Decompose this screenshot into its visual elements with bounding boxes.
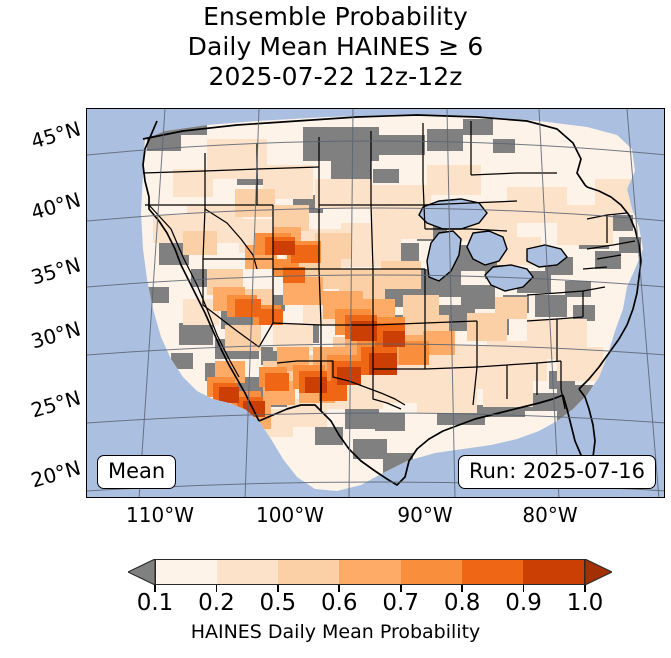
colorbar-tick-label-7: 1.0 xyxy=(566,590,604,616)
colorbar-tick-label-3: 0.6 xyxy=(320,590,358,616)
lat-label-45n: 45°N xyxy=(28,116,84,154)
colorbar-ticks xyxy=(154,585,586,592)
colorbar-tick-4 xyxy=(399,585,402,592)
colorbar-tick-label-2: 0.5 xyxy=(259,590,297,616)
colorbar-band-5 xyxy=(461,560,523,584)
chart-title: Ensemble Probability Daily Mean HAINES ≥… xyxy=(0,2,671,92)
colorbar-tick-3 xyxy=(338,585,341,592)
lat-label-30n: 30°N xyxy=(28,316,84,354)
colorbar-tick-label-1: 0.2 xyxy=(198,590,235,616)
colorbar-tick-2 xyxy=(277,585,279,592)
colorbar-tick-5 xyxy=(461,585,463,592)
colorbar-tick-label-5: 0.8 xyxy=(443,590,481,616)
colorbar-band-0 xyxy=(156,560,218,584)
colorbar-band-2 xyxy=(278,560,340,584)
colorbar-bands xyxy=(155,559,585,585)
colorbar-band-4 xyxy=(400,560,462,584)
map-canvas xyxy=(87,109,664,497)
lon-label-100w: 100°W xyxy=(256,503,324,527)
colorbar-tick-0 xyxy=(154,585,156,592)
map-svg xyxy=(87,109,664,497)
colorbar-tick-label-6: 0.9 xyxy=(505,590,542,616)
lat-label-25n: 25°N xyxy=(28,385,84,423)
colorbar-tick-7 xyxy=(584,585,586,592)
lat-label-35n: 35°N xyxy=(28,252,84,290)
colorbar-tick-6 xyxy=(522,585,525,592)
lat-label-40n: 40°N xyxy=(28,187,84,225)
colorbar-tick-labels: 0.1 0.2 0.5 0.6 0.7 0.8 0.9 1.0 xyxy=(0,590,671,620)
run-annotation-box: Run: 2025-07-16 xyxy=(457,455,656,489)
colorbar-tick-label-4: 0.7 xyxy=(382,590,419,616)
title-line-3: 2025-07-22 12z-12z xyxy=(208,62,463,91)
coastline xyxy=(142,114,642,486)
lon-label-90w: 90°W xyxy=(397,503,453,527)
colorbar-tick-1 xyxy=(215,585,218,592)
colorbar-axis-label: HAINES Daily Mean Probability xyxy=(190,621,481,643)
colorbar[interactable] xyxy=(128,559,612,592)
mean-annotation-box: Mean xyxy=(97,455,177,489)
lat-label-20n: 20°N xyxy=(28,455,84,493)
colorbar-extend-low-arrow xyxy=(128,559,155,585)
lon-label-80w: 80°W xyxy=(522,503,578,527)
lon-label-110w: 110°W xyxy=(126,503,194,527)
colorbar-extend-high-arrow xyxy=(585,559,612,585)
title-line-2: Daily Mean HAINES ≥ 6 xyxy=(187,32,484,61)
colorbar-band-3 xyxy=(339,560,401,584)
state-boundaries xyxy=(142,121,636,410)
colorbar-band-1 xyxy=(217,560,279,584)
colorbar-tick-label-0: 0.1 xyxy=(136,590,174,616)
map-panel[interactable]: Mean Run: 2025-07-16 xyxy=(86,108,665,498)
colorbar-band-6 xyxy=(522,560,584,584)
title-line-1: Ensemble Probability xyxy=(203,2,468,31)
